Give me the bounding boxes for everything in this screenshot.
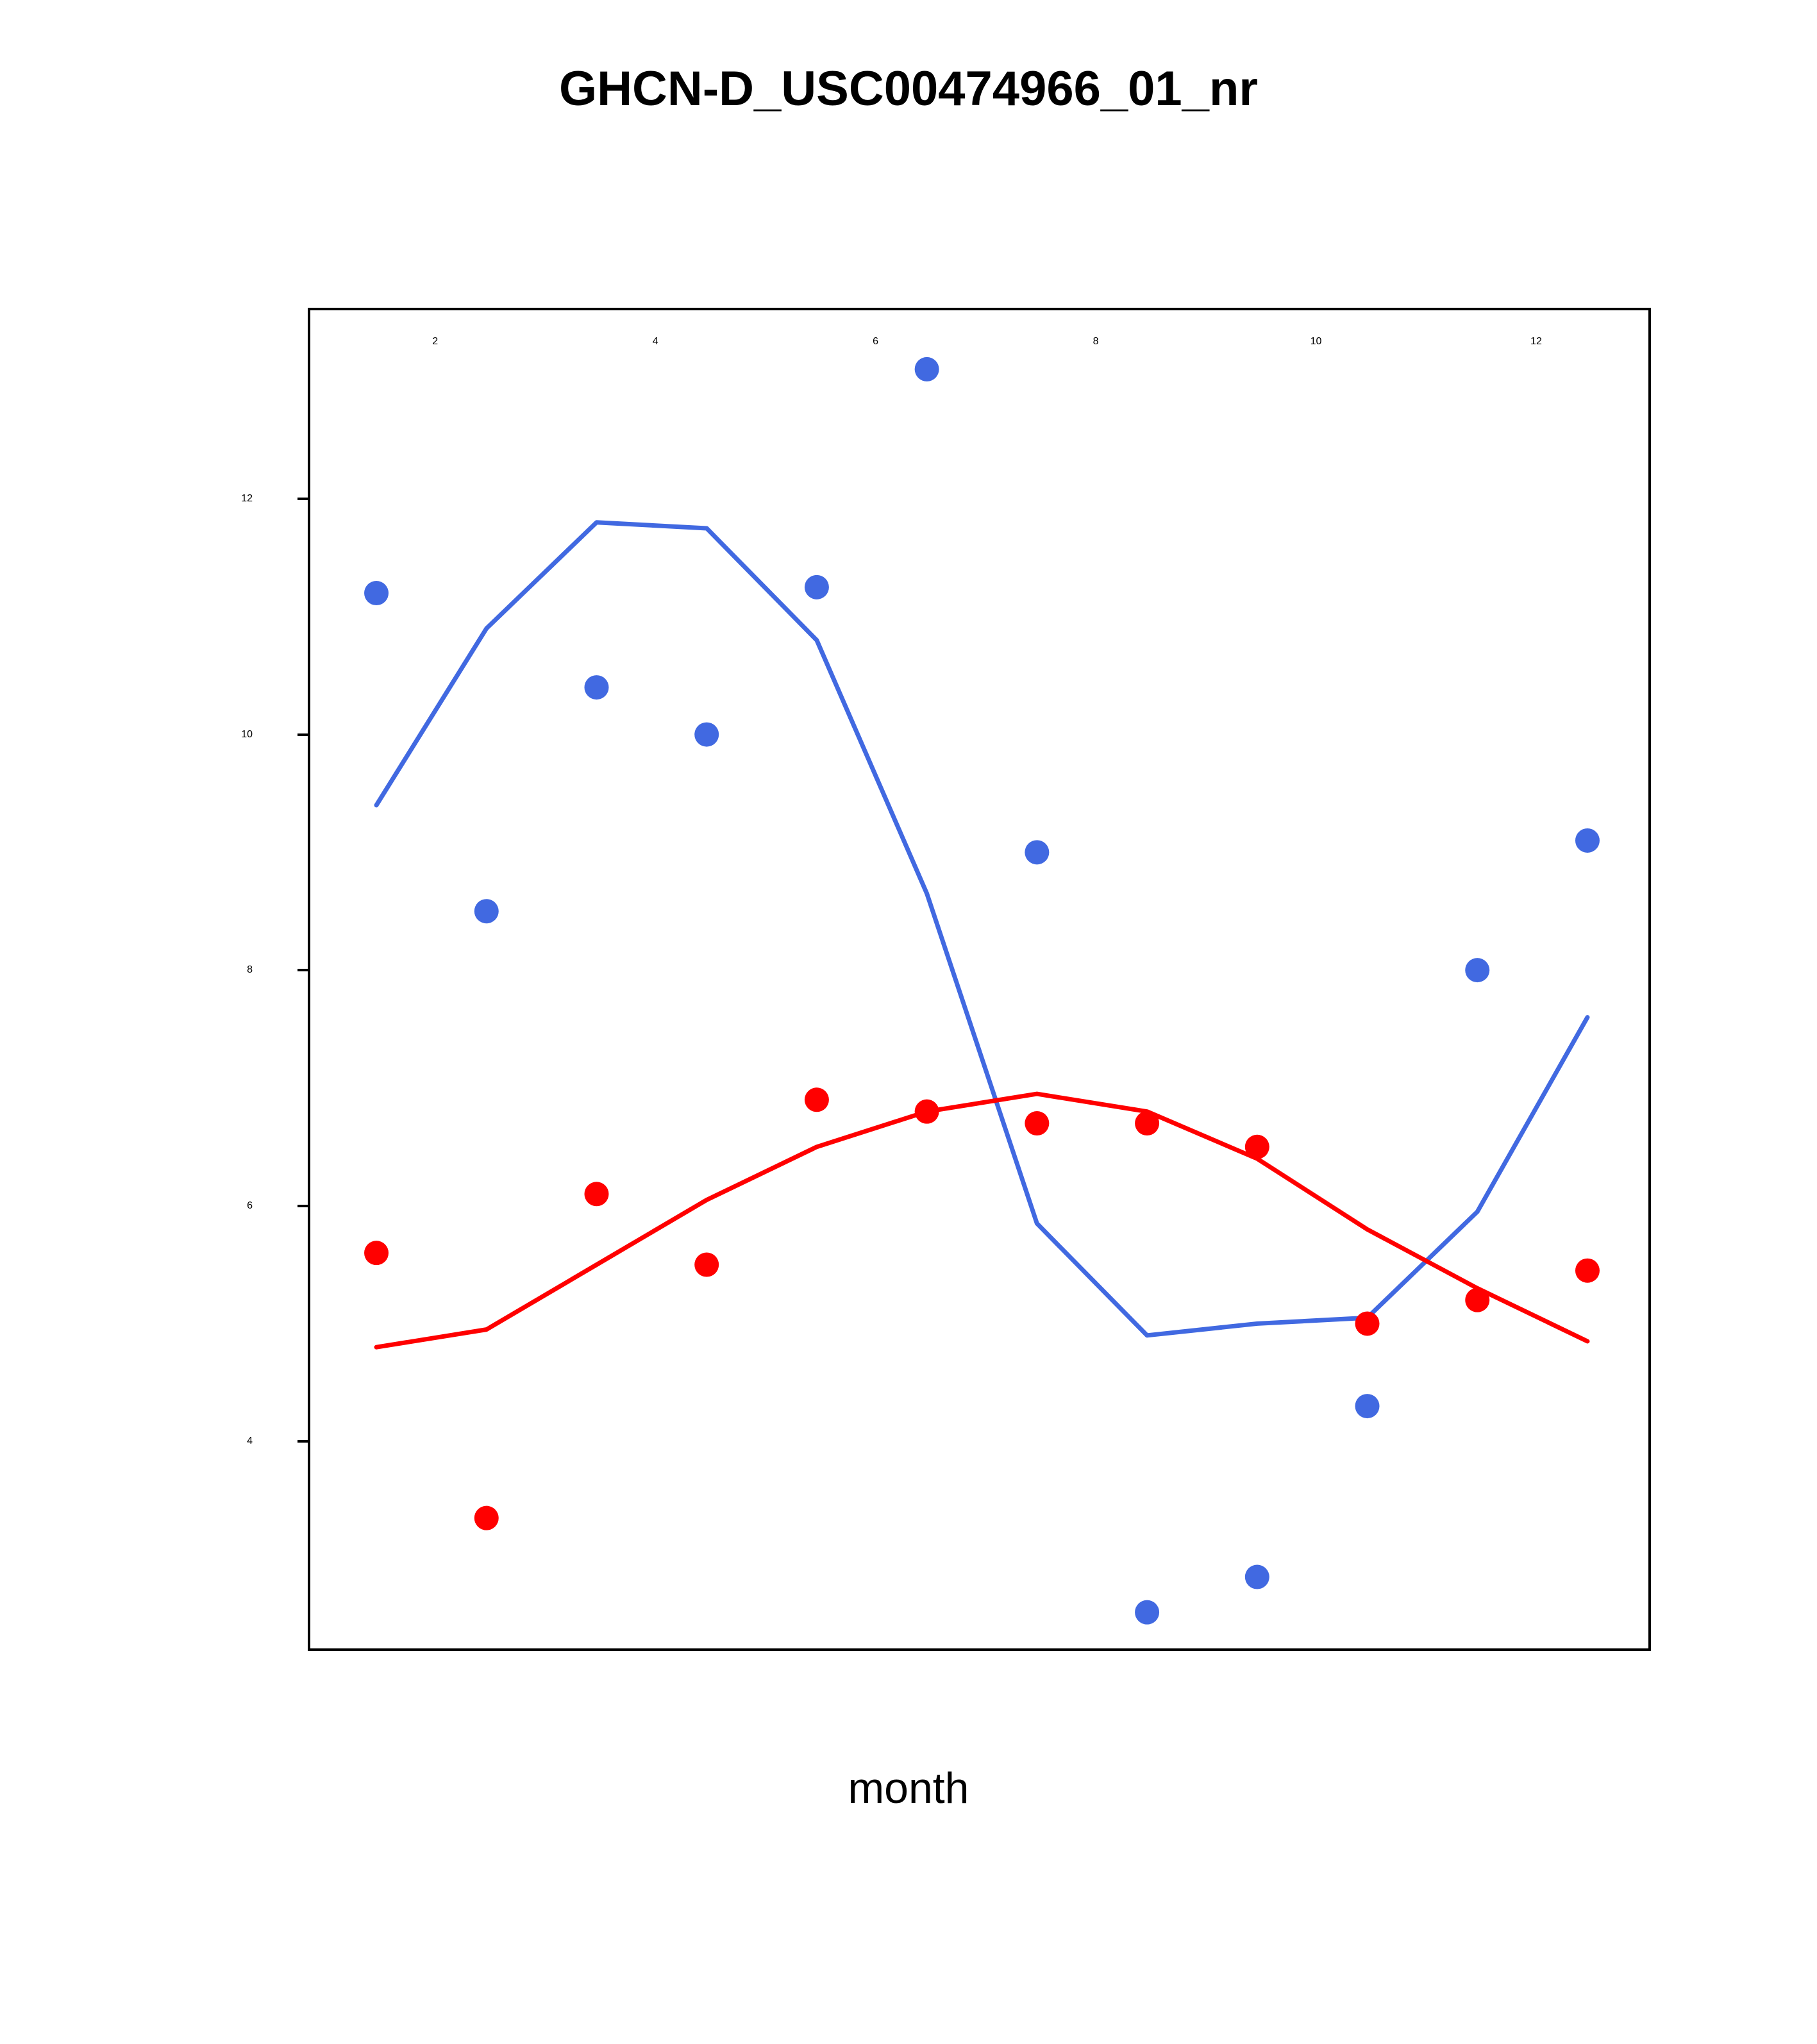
x-tick-label-4: 4 xyxy=(630,336,681,348)
blue-data-point[interactable] xyxy=(364,581,389,605)
blue-data-point[interactable] xyxy=(1575,828,1600,853)
red-data-point[interactable] xyxy=(1355,1311,1380,1336)
blue-data-point[interactable] xyxy=(1355,1394,1380,1418)
red-data-point[interactable] xyxy=(1245,1135,1269,1159)
plot-area: 2 4 6 8 10 12 4 6 8 10 12 xyxy=(308,308,1651,1651)
red-smooth-line xyxy=(376,1094,1587,1347)
y-tick-label-10: 10 xyxy=(195,729,253,741)
red-data-point[interactable] xyxy=(915,1100,939,1124)
x-tick-label-10: 10 xyxy=(1291,336,1342,348)
x-tick-label-6: 6 xyxy=(850,336,901,348)
x-tick-label-12: 12 xyxy=(1511,336,1562,348)
plot-svg xyxy=(310,310,1654,1654)
red-data-point[interactable] xyxy=(364,1241,389,1265)
y-tick-mark-10 xyxy=(297,733,310,736)
blue-smooth-line xyxy=(376,523,1587,1336)
red-data-point[interactable] xyxy=(1135,1111,1159,1135)
red-data-point[interactable] xyxy=(1575,1259,1600,1283)
y-tick-label-12: 12 xyxy=(195,493,253,505)
x-tick-label-2: 2 xyxy=(410,336,461,348)
red-data-point[interactable] xyxy=(1465,1288,1489,1312)
blue-data-point[interactable] xyxy=(584,675,608,699)
red-data-point[interactable] xyxy=(694,1253,719,1277)
red-data-point[interactable] xyxy=(584,1182,608,1206)
x-tick-label-8: 8 xyxy=(1070,336,1121,348)
y-tick-mark-6 xyxy=(297,1205,310,1207)
red-data-point[interactable] xyxy=(805,1087,829,1112)
blue-data-point[interactable] xyxy=(915,357,939,381)
blue-data-point[interactable] xyxy=(1245,1565,1269,1589)
y-tick-mark-12 xyxy=(297,498,310,500)
blue-data-point[interactable] xyxy=(474,899,499,923)
chart-title: GHCN-D_USC00474966_01_nr xyxy=(0,61,1817,117)
blue-data-point[interactable] xyxy=(1025,840,1049,864)
y-tick-label-8: 8 xyxy=(195,964,253,976)
blue-data-point[interactable] xyxy=(694,723,719,747)
red-data-point[interactable] xyxy=(1025,1111,1049,1135)
blue-data-point[interactable] xyxy=(805,575,829,599)
y-tick-label-6: 6 xyxy=(195,1200,253,1212)
blue-data-point[interactable] xyxy=(1465,958,1489,982)
blue-data-point[interactable] xyxy=(1135,1600,1159,1625)
red-data-point[interactable] xyxy=(474,1506,499,1530)
y-tick-mark-4 xyxy=(297,1440,310,1443)
y-tick-mark-8 xyxy=(297,969,310,971)
chart-container: GHCN-D_USC00474966_01_nr 2 4 6 8 10 12 4 6 8 10 1… xyxy=(0,0,1817,2044)
y-tick-label-4: 4 xyxy=(195,1436,253,1447)
x-axis-title: month xyxy=(0,1763,1817,1813)
